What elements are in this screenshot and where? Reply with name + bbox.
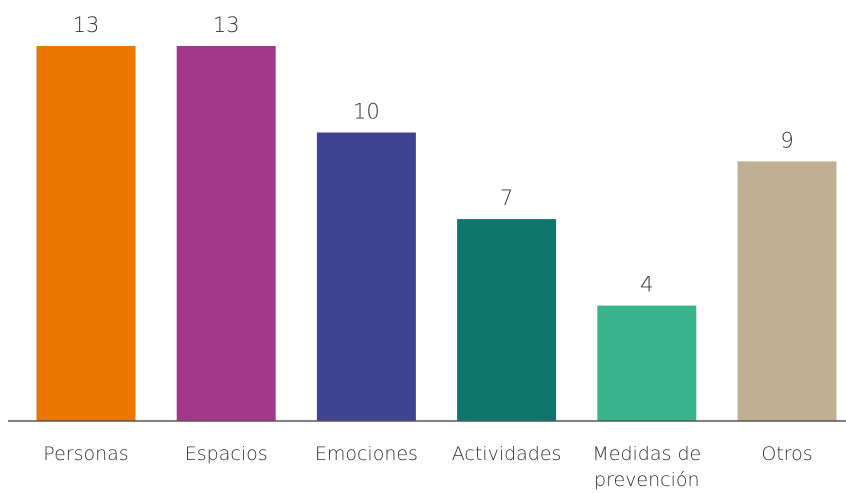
category-label-5: Otros — [761, 443, 812, 465]
bar-5 — [737, 161, 837, 421]
bar-4 — [597, 305, 697, 421]
value-label-3: 7 — [500, 186, 513, 210]
bars-group — [36, 46, 837, 421]
category-label-4-line-0: Medidas de — [592, 443, 701, 465]
value-label-5: 9 — [780, 128, 793, 152]
category-label-2: Emociones — [315, 443, 418, 465]
value-labels-group: 13 13 10 7 4 9 — [73, 13, 794, 297]
category-labels-group: Personas Espacios Emociones Actividades Medi… — [43, 443, 812, 491]
category-label-3: Actividades — [452, 443, 562, 465]
bar-1 — [176, 46, 276, 421]
bar-0 — [36, 46, 136, 421]
bar-3 — [457, 219, 557, 421]
value-label-1: 13 — [213, 13, 240, 37]
bar-2 — [316, 132, 416, 421]
value-label-0: 13 — [73, 13, 100, 37]
value-label-2: 10 — [353, 100, 380, 124]
category-label-0: Personas — [43, 443, 128, 465]
value-label-4: 4 — [640, 273, 653, 297]
category-label-4-line-1: prevención — [594, 469, 700, 491]
category-label-1: Espacios — [185, 443, 268, 465]
